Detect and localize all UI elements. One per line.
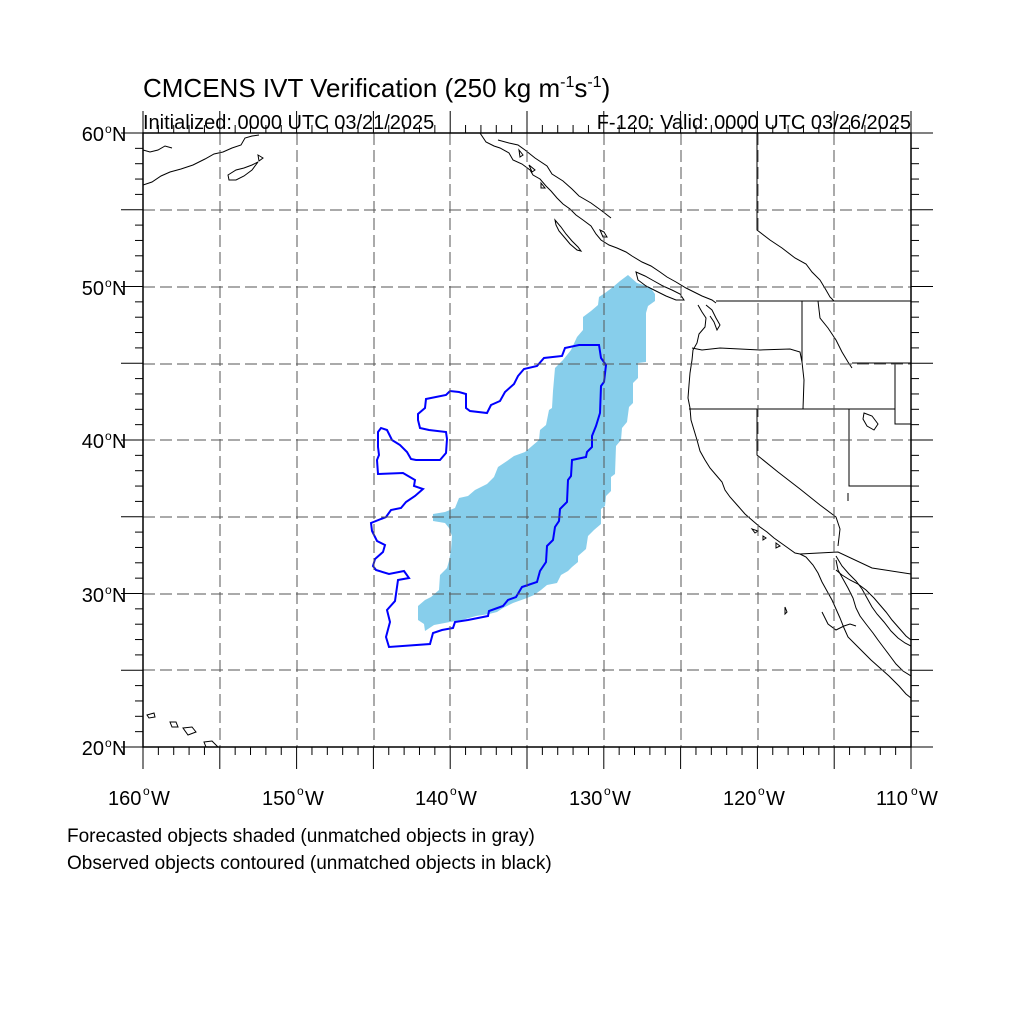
island-hawaii-kauai — [146, 712, 156, 719]
island-small-2 — [528, 164, 536, 173]
svg-text:o: o — [758, 784, 765, 798]
lon-label-150: 150 o W — [262, 784, 324, 810]
svg-text:W: W — [305, 788, 324, 810]
forecast-ivt-shading — [418, 275, 655, 631]
island-small-1 — [599, 228, 608, 238]
init-label: Initialized: 0000 UTC 03/21/2025 — [143, 112, 434, 134]
lat-label-30: 30 — [82, 585, 104, 607]
svg-text:o: o — [911, 784, 918, 798]
lon-labels: 160 o W 150 o W 140 o W 130 o W 120 o W 110 o W — [108, 784, 938, 810]
valid-label: F-120: Valid: 0000 UTC 03/26/2025 — [597, 112, 911, 134]
svg-text:N: N — [112, 124, 126, 146]
svg-text:o: o — [105, 429, 112, 443]
lon-label-120: 120 o W — [723, 784, 785, 810]
coastline-us-west — [687, 304, 911, 699]
forecast-object — [418, 275, 655, 631]
svg-text:W: W — [458, 788, 477, 810]
coastline-puget — [705, 304, 721, 332]
coastline-mainland-mexico — [835, 569, 911, 641]
title-s: s — [574, 73, 587, 103]
island-hawaii-big — [203, 740, 219, 747]
svg-text:W: W — [919, 788, 938, 810]
island-channel-1 — [750, 528, 760, 534]
lat-suffix-marks: N N N N N — [112, 124, 126, 760]
border-mt-wy — [852, 362, 911, 425]
island-small-3 — [540, 181, 547, 189]
svg-text:160: 160 — [108, 788, 141, 810]
lat-label-20: 20 — [82, 738, 104, 760]
border-or-id — [801, 361, 805, 410]
svg-text:N: N — [112, 431, 126, 453]
lake-great-salt — [862, 412, 879, 431]
observed-note: Observed objects contoured (unmatched ob… — [67, 853, 552, 874]
border-id-mt — [817, 300, 853, 369]
coastline-mexico-south — [821, 611, 857, 631]
lat-label-60: 60 — [82, 124, 104, 146]
svg-text:o: o — [450, 784, 457, 798]
border-wa-or — [691, 347, 803, 363]
svg-text:N: N — [112, 585, 126, 607]
island-hawaii-oahu — [169, 721, 179, 728]
svg-text:N: N — [112, 278, 126, 300]
title-main: CMCENS IVT Verification (250 kg m — [143, 73, 560, 103]
coastline-alaska-northwest — [143, 145, 173, 153]
axis-ticks — [121, 111, 933, 769]
title-exp1: -1 — [560, 74, 574, 91]
svg-text:130: 130 — [569, 788, 602, 810]
svg-text:o: o — [105, 276, 112, 290]
forecast-note: Forecasted objects shaded (unmatched obj… — [67, 826, 535, 847]
svg-text:o: o — [143, 784, 150, 798]
island-vancouver — [635, 271, 685, 301]
svg-text:o: o — [105, 122, 112, 136]
lat-label-40: 40 — [82, 431, 104, 453]
lon-label-160: 160 o W — [108, 784, 170, 810]
lon-label-110: 110 o W — [876, 784, 938, 810]
coastline-alaska-bc — [479, 133, 717, 304]
svg-text:W: W — [766, 788, 785, 810]
border-ca-nv — [756, 409, 841, 547]
border-us-mexico — [799, 551, 911, 575]
svg-text:o: o — [297, 784, 304, 798]
chart-title: CMCENS IVT Verification (250 kg m-1s-1) — [143, 73, 610, 103]
svg-text:o: o — [105, 736, 112, 750]
lat-labels: 60 50 40 30 20 o o o o o N N N N N — [82, 122, 127, 760]
island-small-4 — [518, 148, 524, 158]
lon-label-140: 140 o W — [415, 784, 477, 810]
island-hawaii-maui — [182, 726, 197, 736]
coastline-alaska-inner — [497, 139, 612, 219]
svg-text:o: o — [105, 583, 112, 597]
svg-text:140: 140 — [415, 788, 448, 810]
svg-text:o: o — [604, 784, 611, 798]
border-nv-ut — [848, 409, 911, 487]
lat-degree-marks: o o o o o — [105, 122, 112, 750]
svg-text:N: N — [112, 738, 126, 760]
lon-label-130: 130 o W — [569, 784, 631, 810]
island-queen-charlotte — [554, 218, 583, 252]
title-exp2: -1 — [587, 74, 601, 91]
border-bc-alberta — [756, 133, 835, 302]
island-kodiak — [227, 161, 259, 181]
graticule — [143, 133, 911, 747]
geography — [143, 133, 911, 747]
svg-text:150: 150 — [262, 788, 295, 810]
svg-text:W: W — [612, 788, 631, 810]
island-alaska-small — [257, 154, 264, 162]
title-close: ) — [602, 73, 611, 103]
coastline-gulf-california — [835, 555, 911, 647]
svg-text:120: 120 — [723, 788, 756, 810]
svg-text:W: W — [151, 788, 170, 810]
coastline-alaska-peninsula — [143, 134, 260, 186]
island-guadalupe — [784, 606, 788, 616]
svg-text:110: 110 — [876, 788, 908, 810]
lat-label-50: 50 — [82, 278, 104, 300]
island-channel-3 — [775, 542, 781, 549]
coastline-baja-inner — [835, 559, 911, 677]
island-channel-2 — [762, 535, 767, 541]
